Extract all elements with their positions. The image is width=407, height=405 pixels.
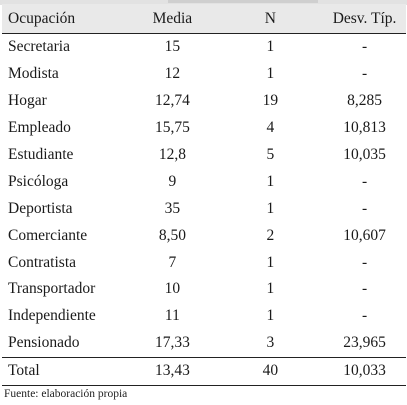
cell-std-dev: 8,285 <box>347 92 382 110</box>
table-row: Independiente 11 1- <box>2 303 406 330</box>
cell-n: 19 <box>262 92 279 110</box>
cell-std-dev: 10,035 <box>343 146 386 163</box>
cell-occupation: Modista <box>8 65 59 83</box>
cell-occupation: Contratista <box>8 253 77 271</box>
cell-mean: 12,8 <box>158 146 186 163</box>
total-n: 40 <box>217 357 324 386</box>
cell-mean: 12,74 <box>154 92 190 110</box>
cell-n: 1 <box>266 280 275 298</box>
cell-n: 3 <box>217 329 324 358</box>
table-body: Secretaria 15 1- Modista 12 1- Hogar 12,74 19 8,2… <box>2 34 406 358</box>
cell-mean: 17,33 <box>127 329 218 358</box>
cell-n: 4 <box>266 119 275 137</box>
table-row: Empleado 15,75 4 10,813 <box>2 115 406 142</box>
cell-std-dev: - <box>361 38 368 56</box>
cell-std-dev: - <box>361 65 368 83</box>
header-n: N <box>217 4 324 34</box>
cell-n: 1 <box>266 253 275 271</box>
cell-mean: 7 <box>168 253 177 271</box>
cell-occupation: Comerciante <box>8 226 88 244</box>
cell-std-dev: 10,813 <box>343 119 386 137</box>
cell-mean: 15 <box>164 38 181 56</box>
cell-mean: 12 <box>164 65 181 83</box>
cell-n: 5 <box>266 146 275 163</box>
cell-mean: 15,75 <box>154 119 190 137</box>
table-row: Modista 12 1 - <box>2 61 406 88</box>
cropped-caption-strip <box>0 0 407 5</box>
cell-n: 1 <box>266 38 275 56</box>
table-row: Pensionado 17,33 3 23,965 <box>2 329 406 358</box>
cell-n: 1 <box>266 307 275 325</box>
cell-mean: 8,50 <box>158 226 186 244</box>
cell-mean: 35 <box>164 199 181 217</box>
total-label: Total <box>2 357 128 386</box>
cell-occupation: Deportista <box>8 199 73 217</box>
cell-occupation: Pensionado <box>2 329 128 358</box>
table-row: Hogar 12,74 19 8,285 <box>2 88 406 115</box>
cell-mean: 9 <box>168 172 177 190</box>
header-mean: Media <box>127 4 218 34</box>
cell-occupation: Hogar <box>8 92 47 110</box>
cell-occupation: Secretaria <box>8 38 70 56</box>
cell-std-dev: - <box>361 199 368 217</box>
cell-occupation: Transportador <box>8 280 96 298</box>
cell-mean: 10 <box>164 280 181 298</box>
table-row: Comerciante 8,50 2 10,607 <box>2 222 406 249</box>
header-std-dev: Desv. Típ. <box>323 4 406 34</box>
cell-std-dev: 23,965 <box>323 329 406 358</box>
table-row: Contratista 7 1 - <box>2 249 406 276</box>
table-row: Transportador 10 1 - <box>2 276 406 303</box>
cell-occupation: Psicóloga <box>8 172 69 190</box>
cell-n: 1 <box>266 172 275 190</box>
table-header: Ocupación Media N Desv. Típ. <box>2 4 406 34</box>
occupation-stats-table: Ocupación Media N Desv. Típ. Secretaria 1… <box>2 4 406 386</box>
cropped-caption-remnant <box>168 0 318 3</box>
cell-std-dev: - <box>361 280 368 298</box>
table-row: Secretaria 15 1 - <box>2 34 406 61</box>
cell-occupation: Empleado <box>8 119 71 137</box>
cell-n: 1 <box>266 65 275 83</box>
table-footer: Total 13,43 40 10,033 <box>2 357 406 386</box>
cell-occupation: Estudiante <box>8 146 74 163</box>
cell-std-dev: - <box>361 307 368 325</box>
cell-occupation: Independiente <box>8 307 96 325</box>
table-row: Estudiante 12,8 5 10,035 <box>2 142 406 169</box>
cell-std-dev: 10,607 <box>343 226 386 244</box>
total-row: Total 13,43 40 10,033 <box>2 357 406 386</box>
cell-std-dev: - <box>361 253 368 271</box>
cell-n: 2 <box>266 226 275 244</box>
total-mean: 13,43 <box>127 357 218 386</box>
table-row: Psicóloga 9 1 - <box>2 168 406 195</box>
cell-std-dev: - <box>361 172 368 190</box>
table-row: Deportista 35 1 - <box>2 195 406 222</box>
cell-mean: 11 <box>164 307 180 325</box>
source-note: Fuente: elaboración propia <box>4 388 128 400</box>
header-occupation: Ocupación <box>2 4 128 34</box>
cell-n: 1 <box>266 199 275 217</box>
header-row: Ocupación Media N Desv. Típ. <box>2 4 406 34</box>
total-std-dev: 10,033 <box>323 357 406 386</box>
